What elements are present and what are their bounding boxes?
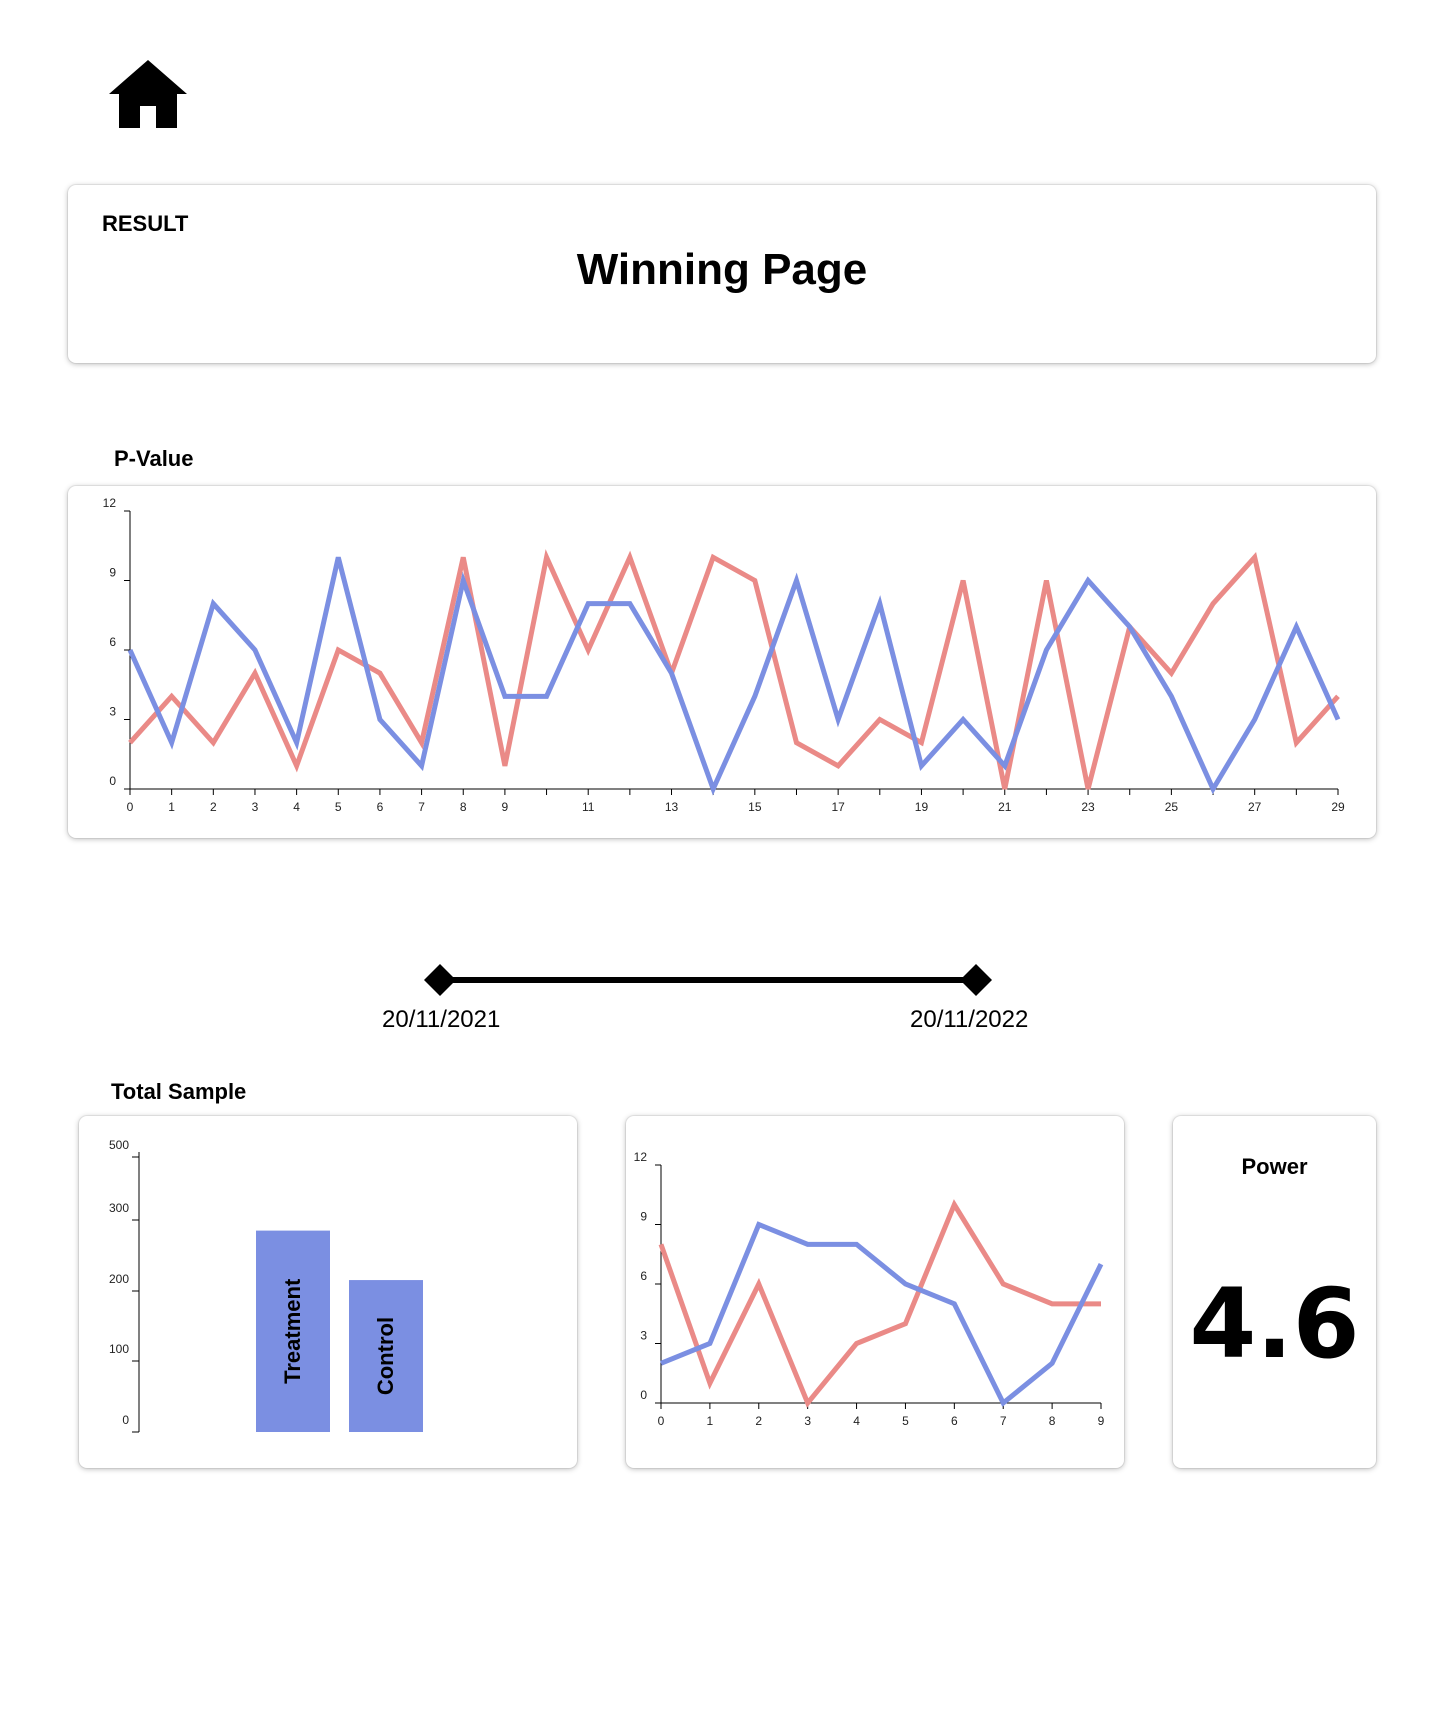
date-range-slider[interactable] xyxy=(420,962,1000,998)
slider-end-handle[interactable] xyxy=(960,964,992,996)
x-tick-label: 8 xyxy=(460,800,467,814)
x-tick-label: 0 xyxy=(127,800,134,814)
series-line-1 xyxy=(660,1221,1104,1407)
pvalue-chart-card: 0 3 6 9 12 0 1 2 3 4 5 6 7 8 9 11 13 15 17 19 21 23 25 27 29 xyxy=(68,486,1376,838)
bar-label: Treatment xyxy=(280,1278,305,1384)
x-tick-label: 27 xyxy=(1248,800,1262,814)
y-tick-label: 6 xyxy=(109,635,116,649)
winning-page-title: Winning Page xyxy=(576,245,868,294)
y-tick-label: 200 xyxy=(109,1272,129,1286)
x-tick-label: 4 xyxy=(293,800,300,814)
x-tick-label: 7 xyxy=(1000,1414,1007,1428)
x-tick-label: 25 xyxy=(1165,800,1179,814)
bar-treatment xyxy=(256,1230,330,1432)
x-tick-label: 1 xyxy=(168,800,175,814)
bar-label: Control xyxy=(373,1317,398,1395)
power-card: Power 4.6 xyxy=(1173,1116,1376,1468)
y-tick-label: 0 xyxy=(109,774,116,788)
x-tick-label: 15 xyxy=(748,800,762,814)
x-tick-label: 4 xyxy=(853,1414,860,1428)
y-tick-label: 3 xyxy=(640,1329,647,1343)
x-tick-label: 0 xyxy=(658,1414,665,1428)
total-sample-label: Total Sample xyxy=(111,1079,247,1104)
power-label: Power xyxy=(1241,1154,1308,1179)
slider-start-handle[interactable] xyxy=(424,964,456,996)
x-tick-label: 11 xyxy=(582,800,595,814)
y-tick-label: 100 xyxy=(109,1342,129,1356)
x-tick-label: 7 xyxy=(418,800,425,814)
x-tick-label: 2 xyxy=(755,1414,762,1428)
x-tick-label: 3 xyxy=(804,1414,811,1428)
x-tick-label: 23 xyxy=(1081,800,1095,814)
x-tick-label: 6 xyxy=(377,800,384,814)
power-value: 4.6 xyxy=(1189,1268,1360,1380)
result-label: RESULT xyxy=(102,211,189,236)
trend-chart-card: 0 3 6 9 12 0 1 2 3 4 5 6 7 8 9 xyxy=(626,1116,1124,1468)
end-date: 20/11/2022 xyxy=(910,1006,1029,1033)
series-line-0 xyxy=(658,1199,1101,1408)
y-tick-label: 12 xyxy=(634,1150,648,1164)
y-tick-label: 3 xyxy=(109,705,116,719)
start-date: 20/11/2021 xyxy=(382,1006,501,1033)
total-sample-bar-chart: 0 100 200 300 500 Treatment Control xyxy=(109,1138,423,1433)
y-tick-label: 300 xyxy=(109,1201,129,1215)
x-tick-label: 6 xyxy=(951,1414,958,1428)
y-tick-label: 12 xyxy=(103,496,117,510)
y-tick-label: 9 xyxy=(109,566,116,580)
x-tick-label: 21 xyxy=(998,800,1012,814)
x-tick-label: 1 xyxy=(707,1414,714,1428)
x-tick-label: 5 xyxy=(902,1414,909,1428)
y-tick-label: 500 xyxy=(109,1138,129,1152)
x-tick-label: 13 xyxy=(665,800,679,814)
y-tick-label: 9 xyxy=(640,1210,647,1224)
x-tick-label: 17 xyxy=(831,800,845,814)
x-tick-label: 29 xyxy=(1331,800,1345,814)
pvalue-label: P-Value xyxy=(114,446,194,471)
home-icon[interactable] xyxy=(107,58,189,130)
x-tick-label: 5 xyxy=(335,800,342,814)
y-tick-label: 6 xyxy=(640,1269,647,1283)
series-line-1 xyxy=(127,556,1341,796)
bar-control xyxy=(349,1280,423,1432)
x-tick-label: 3 xyxy=(252,800,259,814)
x-tick-label: 9 xyxy=(502,800,509,814)
y-tick-label: 0 xyxy=(122,1413,129,1427)
result-card: RESULT Winning Page xyxy=(68,185,1376,363)
x-tick-label: 2 xyxy=(210,800,217,814)
x-tick-label: 19 xyxy=(915,800,929,814)
y-tick-label: 0 xyxy=(640,1388,647,1402)
x-tick-label: 8 xyxy=(1049,1414,1056,1428)
x-tick-label: 9 xyxy=(1098,1414,1105,1428)
total-sample-card: 0 100 200 300 500 Treatment Control xyxy=(79,1116,577,1468)
